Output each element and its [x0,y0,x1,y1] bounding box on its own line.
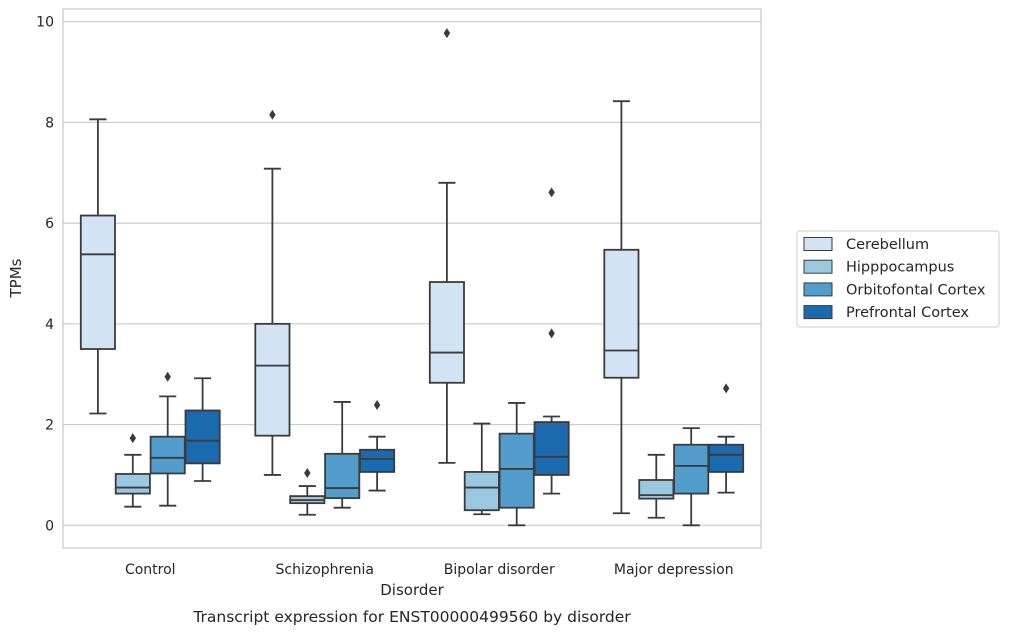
x-axis-label: Disorder [380,581,444,599]
legend-swatch [803,237,833,251]
legend-label: Prefrontal Cortex [846,305,969,321]
outlier-point [304,467,311,478]
x-tick-labels: Control Schizophrenia Bipolar disorder Majo… [125,562,734,578]
outlier-point [373,399,381,410]
box [114,473,151,495]
box-group [708,383,745,494]
box [673,443,710,495]
chart-caption: Transcript expression for ENST0000049956… [192,608,631,626]
box-group [638,453,675,519]
outlier-point [129,433,136,444]
box-group [149,371,186,507]
outlier-point [548,328,555,339]
box [428,281,465,384]
box-group [184,377,221,482]
box [79,214,116,350]
y-axis-label: TPMs [7,258,25,298]
box-group [114,433,151,508]
box [463,471,500,512]
outlier-point [269,109,276,120]
y-tick-label: 2 [45,418,54,434]
legend-frame [796,230,1000,328]
legend-swatch [803,305,833,320]
x-tick-label: Schizophrenia [276,562,374,578]
grid-lines [63,20,761,526]
box [324,452,361,500]
box-group [289,467,326,516]
box-plots [79,28,745,527]
box-group [498,402,535,527]
box [254,322,291,437]
box-group [603,100,640,515]
x-tick-label: Bipolar disorder [444,562,555,578]
y-tick-label: 0 [45,518,54,534]
box-group [79,118,116,415]
box [708,443,745,473]
y-tick-label: 6 [45,216,54,232]
x-tick-label: Major depression [614,562,734,578]
box [359,448,396,473]
legend-label: Cerebellum [846,237,929,253]
box [533,421,570,476]
legend: Cerebellum Hipppocampus Orbitofontal Corte… [796,230,1000,328]
box-group [463,422,500,516]
y-tick-label: 8 [45,115,54,131]
outlier-point [548,187,555,198]
legend-label: Orbitofontal Cortex [846,282,986,298]
box [149,435,186,475]
box-group [324,401,361,509]
box [184,409,221,465]
y-tick-labels: 0 2 4 6 8 10 [36,15,54,535]
legend-label: Hipppocampus [846,260,954,276]
legend-swatch [803,259,833,274]
plot-frame [62,8,762,549]
box-group [428,28,465,464]
box-group [533,187,570,495]
box-group [359,399,396,492]
box-group [673,427,710,527]
x-tick-label: Control [125,562,176,578]
box [603,248,640,379]
outlier-point [164,371,171,382]
box-group [254,109,291,476]
box [498,432,535,509]
y-tick-label: 10 [36,15,54,31]
outlier-point [443,28,451,39]
y-tick-label: 4 [45,317,54,333]
legend-swatch [803,282,833,297]
outlier-point [722,383,730,394]
